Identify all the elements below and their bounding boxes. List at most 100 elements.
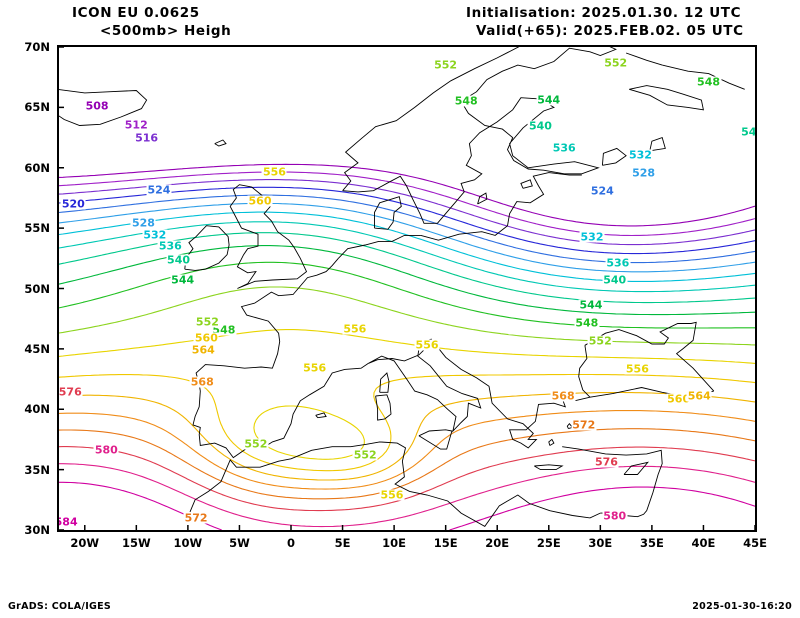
contour-label-564-34: 564 (190, 343, 216, 357)
contour-520 (59, 186, 755, 255)
y-axis-tick-40N: 40N (24, 402, 50, 417)
y-axis-tick-45N: 45N (24, 341, 50, 356)
model-title: ICON EU 0.0625 (72, 5, 200, 21)
contour-label-552-42: 552 (243, 437, 269, 451)
contour-label-512-1: 512 (123, 118, 149, 132)
contour-label-552-12: 552 (603, 56, 629, 70)
footer-timestamp: 2025-01-30-16:20 (692, 601, 792, 612)
contour-556 (59, 329, 755, 364)
contour-label-544-24: 544 (578, 298, 604, 312)
coastline-12 (430, 338, 714, 449)
contour-map-plot: 508 512 516 520 524 528 532 536 540 544 548 552 552 5… (57, 45, 757, 532)
contour-label-576-48: 576 (593, 455, 619, 469)
x-axis-tick-0: 0 (286, 536, 296, 550)
coastline-17 (189, 441, 601, 527)
coastline-5 (420, 172, 582, 241)
contour-572 (59, 428, 755, 500)
coastline-28 (477, 192, 488, 205)
y-axis-tick-60N: 60N (24, 160, 50, 175)
coastline-16 (623, 461, 650, 475)
contour-524 (59, 194, 755, 264)
map-canvas (59, 47, 755, 530)
contour-label-552-26: 552 (587, 334, 613, 348)
contour-label-544-9: 544 (170, 273, 196, 287)
y-axis-tick-50N: 50N (24, 281, 50, 296)
contour-label-524-4: 524 (146, 183, 172, 197)
x-axis-tick-35E: 35E (639, 536, 664, 550)
contour-label-580-37: 580 (93, 443, 119, 457)
x-axis-tick-15E: 15E (433, 536, 458, 550)
x-axis-tick-45E: 45E (743, 536, 767, 550)
contour-label-584-38: 584 (59, 516, 79, 528)
contour-label-540-8: 540 (166, 253, 192, 267)
contour-label-536-17: 536 (551, 141, 577, 155)
coastline-9 (418, 429, 453, 450)
contour-532 (59, 211, 755, 282)
coastline-2 (229, 184, 308, 289)
coastline-layer (59, 47, 745, 527)
contour-label-528-5: 528 (131, 216, 156, 230)
level-title: <500mb> Heigh (100, 23, 232, 39)
initialisation-time: Initialisation: 2025.01.30. 12 UTC (466, 5, 742, 21)
contour-label-544-15: 544 (536, 93, 562, 107)
contour-548 (59, 261, 755, 329)
contour-label-532-6: 532 (142, 228, 168, 242)
coastline-14 (578, 345, 591, 398)
contour-528 (59, 202, 755, 273)
coastline-25 (649, 137, 666, 152)
coastline-11 (379, 372, 390, 393)
contour-label-516-2: 516 (134, 131, 160, 145)
coastline-7 (192, 258, 369, 459)
contour-label-556-44: 556 (379, 488, 405, 502)
contour-label-576-36: 576 (58, 385, 83, 399)
y-axis-tick-65N: 65N (24, 100, 50, 115)
contour-568 (59, 410, 755, 490)
coastline-19 (548, 438, 555, 446)
y-axis-tick-55N: 55N (24, 221, 50, 236)
contour-label-528-19: 528 (631, 166, 657, 180)
x-axis-tick-20E: 20E (485, 536, 510, 550)
coastline-21 (662, 64, 745, 90)
contour-508 (59, 163, 755, 227)
contour-512 (59, 171, 755, 237)
coastline-4 (374, 196, 402, 230)
contour-label-568-35: 568 (189, 375, 215, 389)
contour-label-548-25: 548 (574, 316, 600, 330)
contour-label-508-0: 508 (84, 99, 110, 113)
contour-label-536-7: 536 (157, 239, 183, 253)
coastline-27 (315, 412, 327, 419)
coastline-20 (566, 422, 574, 430)
y-axis-tick-70N: 70N (24, 40, 50, 54)
contour-576 (59, 446, 755, 512)
coastline-15 (562, 446, 663, 518)
coastline-6 (338, 234, 421, 259)
x-axis-tick-25E: 25E (536, 536, 561, 550)
coastline-26 (214, 139, 227, 147)
contour-label-552-32: 552 (194, 315, 220, 329)
contour-label-560-33: 560 (193, 331, 219, 345)
x-axis-tick-40E: 40E (691, 536, 716, 550)
contour-516 (59, 179, 755, 246)
contour-536 (59, 221, 755, 293)
contour-label-556-41: 556 (414, 338, 440, 352)
contour-label-524-20: 524 (589, 184, 615, 198)
coastline-13 (584, 321, 715, 392)
contour-label-548-14: 548 (453, 94, 479, 108)
coastline-8 (368, 338, 482, 433)
contour-label-556-50: 556 (302, 361, 328, 375)
coastline-3 (342, 47, 617, 224)
x-axis-tick-5E: 5E (334, 536, 351, 550)
coastline-0 (59, 89, 148, 126)
contour-580 (59, 463, 755, 528)
contour-552 (59, 286, 755, 346)
contour-584 (449, 486, 755, 530)
coastline-1 (184, 225, 230, 271)
x-axis-tick-5W: 5W (229, 536, 250, 550)
contour-label-556-27: 556 (624, 362, 650, 376)
contour-label-560-31: 560 (247, 194, 273, 208)
contour-label-540-23: 540 (602, 273, 628, 287)
contour-label-556-40: 556 (342, 322, 368, 336)
contour-label-548-13: 548 (696, 75, 722, 89)
axis-ticks (59, 47, 755, 530)
coastline-24 (601, 147, 627, 166)
